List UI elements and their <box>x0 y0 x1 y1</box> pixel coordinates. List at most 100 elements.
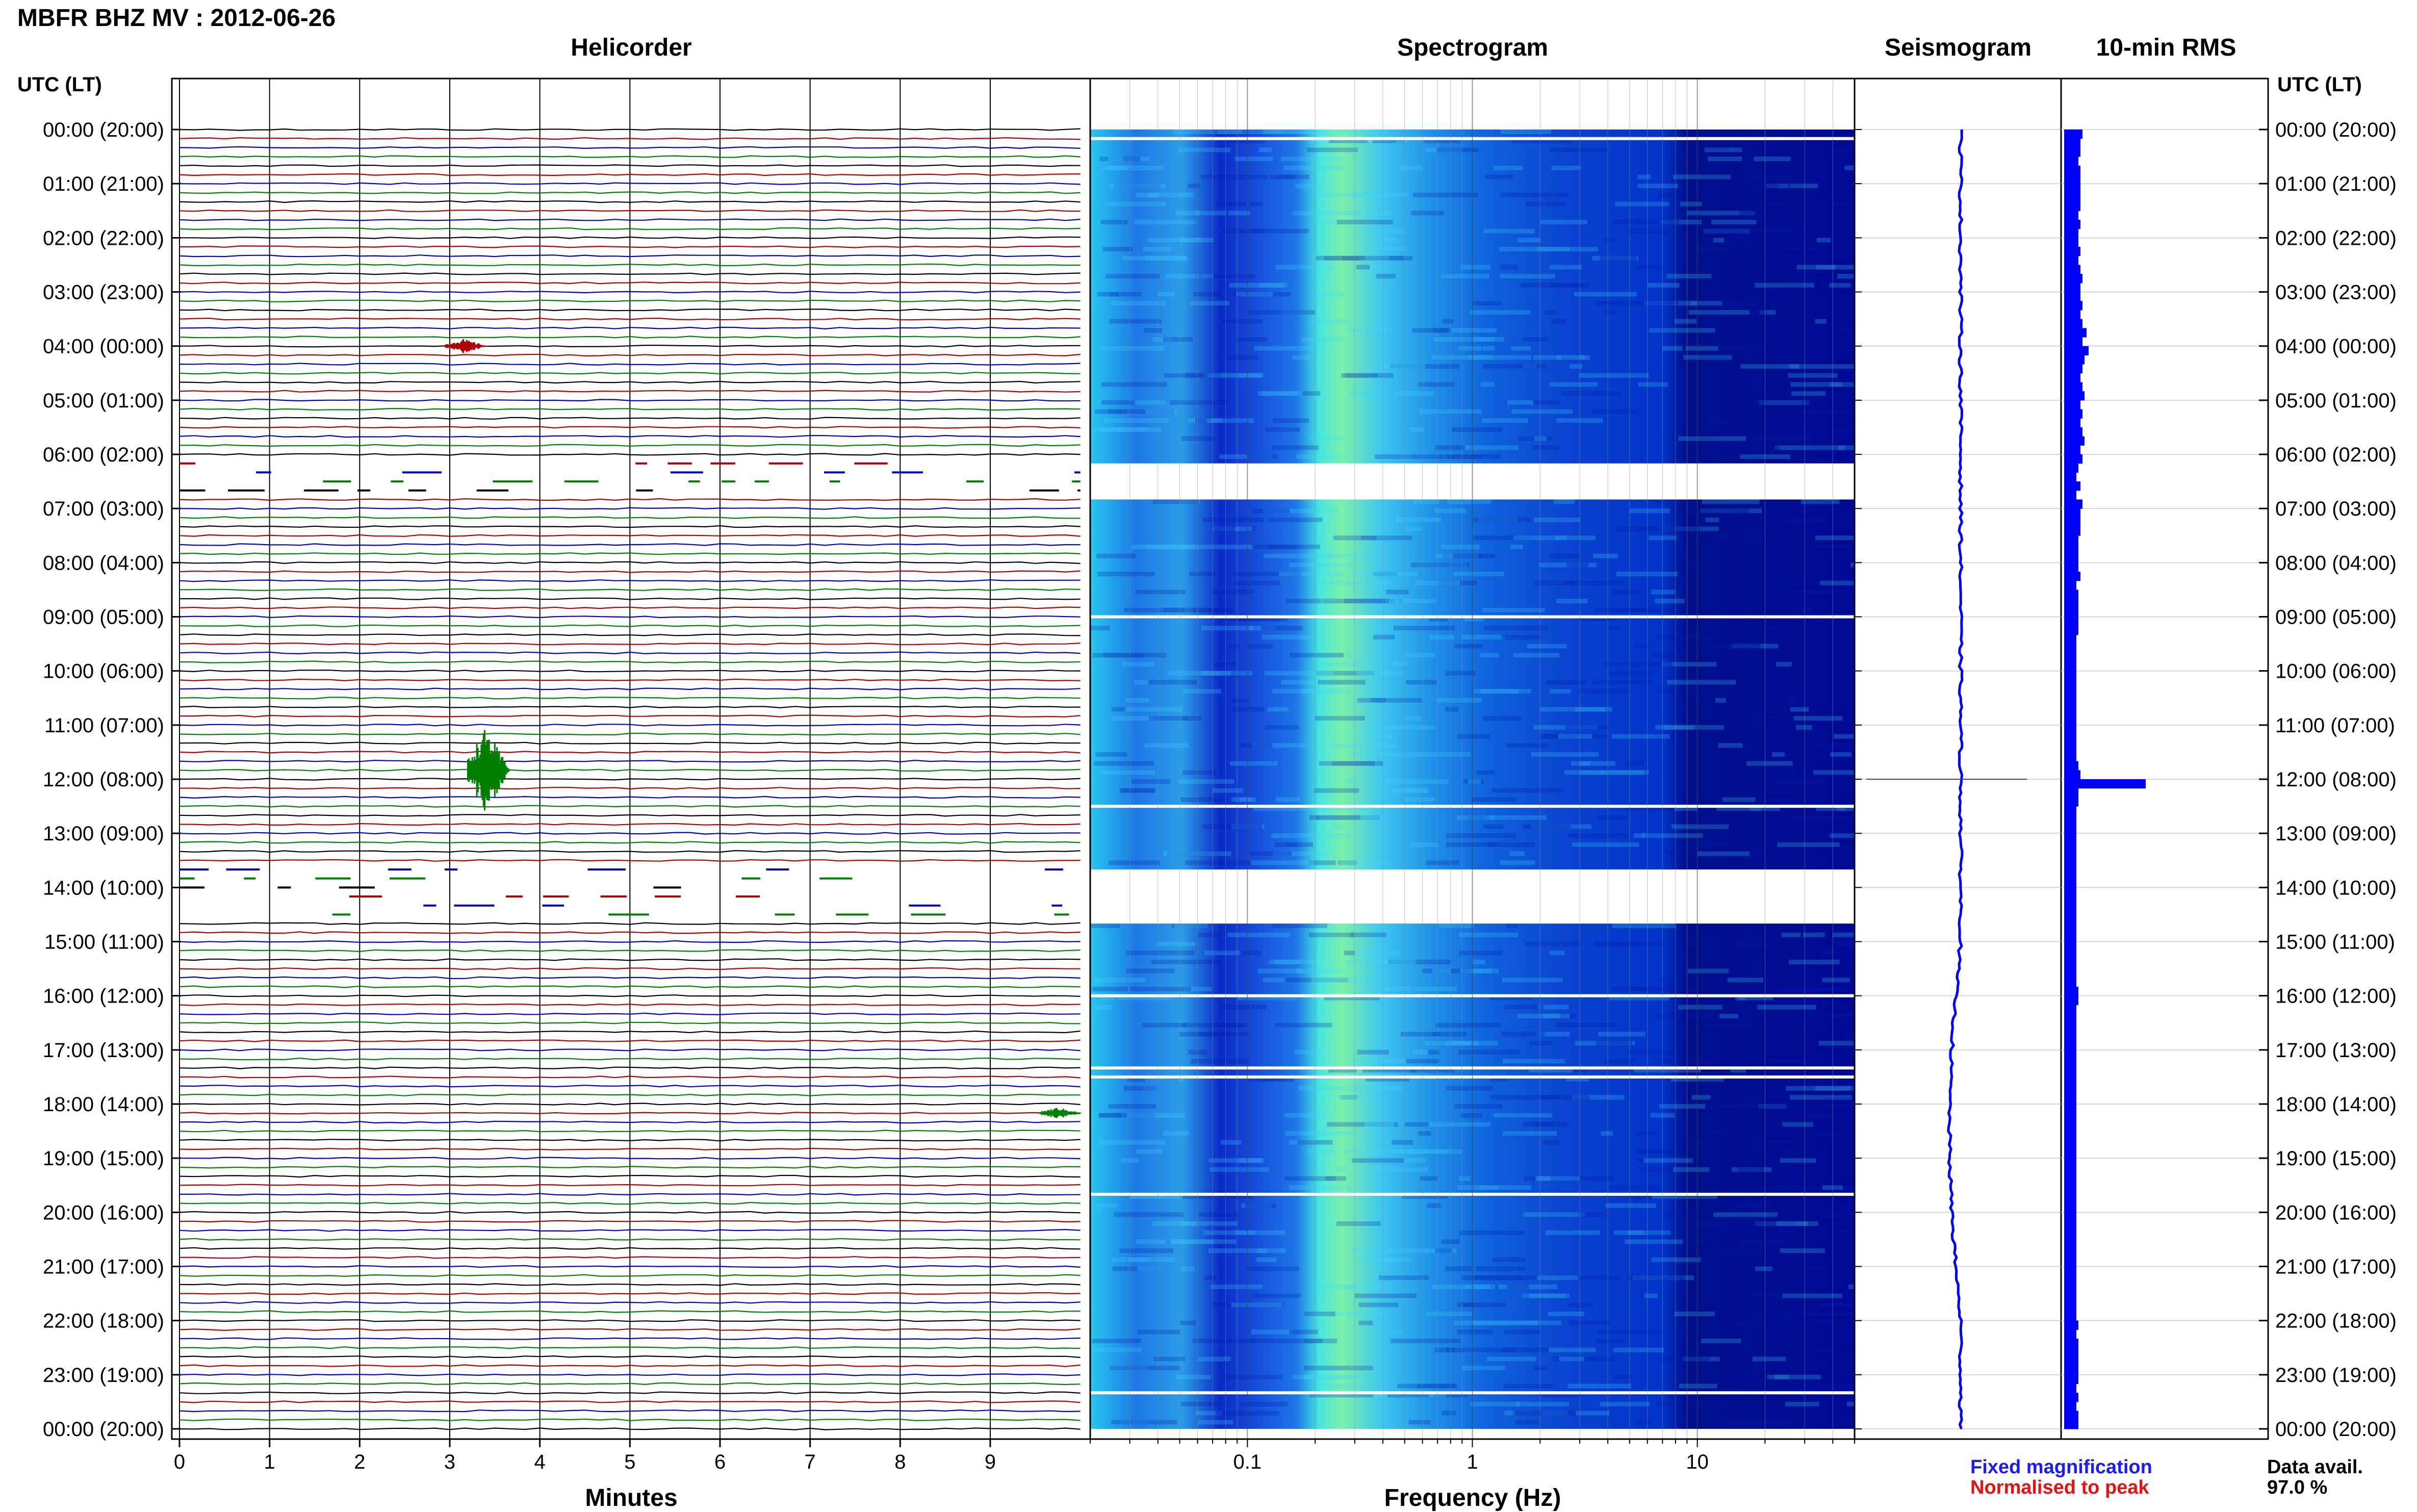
spectrogram-speckle <box>1677 1140 1711 1145</box>
spectrogram-speckle <box>1163 337 1193 342</box>
spectrogram-speckle <box>1251 508 1290 514</box>
spectrogram-speckle <box>1651 1257 1701 1262</box>
rms-bar <box>2064 634 2076 645</box>
helicorder-trace <box>179 805 1081 808</box>
spectrogram-speckle <box>1502 978 1563 983</box>
spectrogram-speckle <box>1422 698 1482 703</box>
spectrogram-speckle <box>1404 797 1435 802</box>
helicorder-trace <box>179 1373 1081 1376</box>
spectrogram-speckle <box>1713 1212 1778 1217</box>
spectrogram-speckle <box>1706 138 1769 143</box>
spectrogram-speckle <box>1457 1329 1493 1335</box>
spectrogram-speckle <box>1534 580 1575 585</box>
spectrogram-speckle <box>1412 1049 1428 1055</box>
spectrogram-speckle <box>1740 364 1799 369</box>
spectrogram-speckle <box>1197 932 1221 937</box>
spectrogram-speckle <box>1550 147 1608 152</box>
spectrogram-speckle <box>1171 1239 1237 1244</box>
spectrogram-speckle <box>1101 995 1115 1001</box>
spectrogram-speckle <box>1687 211 1755 216</box>
spectrogram-speckle <box>1135 590 1186 595</box>
spectrogram-speckle <box>1628 228 1669 234</box>
spectrogram-speckle <box>1232 707 1264 712</box>
spectrogram-speckle <box>1114 184 1161 189</box>
rms-bar <box>2064 1113 2076 1122</box>
spectrogram-speckle <box>1723 1104 1741 1109</box>
spectrogram-speckle <box>1459 1176 1470 1181</box>
spectrogram-speckle <box>1752 1356 1786 1362</box>
spectrogram-speckle <box>1182 770 1217 775</box>
spectrogram-speckle <box>1703 228 1751 234</box>
spectrogram-speckle <box>1340 860 1390 865</box>
spectrogram-speckle <box>1103 418 1169 423</box>
spectrogram-speckle <box>1659 1356 1710 1362</box>
spectrogram-speckle <box>1147 544 1186 549</box>
helicorder-trace <box>179 1093 1081 1096</box>
spectrogram-speckle <box>1426 1311 1473 1316</box>
spectrogram-speckle <box>1393 661 1407 667</box>
rms-bar <box>2064 661 2076 672</box>
spectrogram-speckle <box>1316 1284 1355 1289</box>
rms-bar <box>2064 860 2076 870</box>
spectrogram-speckle <box>1156 941 1196 946</box>
spectrogram-speckle <box>1212 590 1254 595</box>
spectrogram-speckle <box>1776 779 1828 784</box>
spectrogram-speckle <box>1831 427 1855 432</box>
spectrogram-speckle <box>1796 265 1836 270</box>
spectrogram-speckle <box>1663 1212 1707 1217</box>
spectrogram-speckle <box>1301 689 1350 694</box>
minutes-axis-title: Minutes <box>585 1484 678 1511</box>
spectrogram-speckle <box>1511 409 1573 414</box>
spectrogram-speckle <box>1235 337 1268 342</box>
spectrogram-speckle <box>1404 653 1435 658</box>
spectrogram-speckle <box>1135 400 1170 405</box>
spectrogram-speckle <box>1425 1041 1478 1046</box>
spectrogram-speckle <box>1655 725 1694 730</box>
time-label-right: 21:00 (17:00) <box>2275 1256 2397 1278</box>
spectrogram-speckle <box>1211 418 1223 423</box>
spectrogram-speckle <box>1398 454 1412 459</box>
spectrogram-speckle <box>1772 752 1785 757</box>
rms-bar <box>2064 1401 2076 1412</box>
helicorder-trace <box>179 850 1081 853</box>
spectrogram-speckle <box>1801 1311 1855 1316</box>
spectrogram-speckle <box>1791 815 1855 820</box>
spectrogram-speckle <box>1110 301 1166 306</box>
spectrogram-speckle <box>1744 174 1793 180</box>
spectrogram-speckle <box>1633 833 1645 838</box>
helicorder-trace <box>179 1418 1081 1422</box>
helicorder-trace <box>179 173 1081 176</box>
spectrogram-speckle <box>1304 1374 1341 1379</box>
spectrogram-speckle <box>1815 535 1855 541</box>
spectrogram-speckle <box>1755 445 1780 450</box>
spectrogram-speckle <box>1818 1212 1855 1217</box>
spectrogram-speckle <box>1378 752 1401 757</box>
spectrogram-speckle <box>1613 219 1679 224</box>
spectrogram-speckle <box>1272 924 1328 929</box>
spectrogram-speckle <box>1537 1005 1569 1010</box>
spectrogram-speckle <box>1445 707 1458 712</box>
spectrogram-speckle <box>1782 1122 1813 1127</box>
time-label-right: 06:00 (02:00) <box>2275 444 2397 466</box>
spectrogram-speckle <box>1436 147 1479 152</box>
spectrogram-speckle <box>1537 1176 1580 1181</box>
spectrogram-speckle <box>1227 355 1259 360</box>
spectrogram-speckle <box>1538 562 1597 568</box>
helicorder-trace <box>179 390 1081 393</box>
spectrogram-speckle <box>1540 219 1587 224</box>
time-label-right: 11:00 (07:00) <box>2275 714 2395 737</box>
helicorder-trace <box>179 434 1081 438</box>
spectrogram-speckle <box>1369 725 1436 730</box>
helicorder-title: Helicorder <box>571 34 692 61</box>
spectrogram-speckle <box>1360 391 1376 396</box>
spectrogram-speckle <box>1500 265 1519 270</box>
spectrogram-speckle <box>1829 1014 1855 1019</box>
spectrogram-speckle <box>1272 445 1319 450</box>
spectrogram-speckle <box>1119 1248 1173 1253</box>
spectrogram-speckle <box>1198 1212 1238 1217</box>
spectrogram-speckle <box>1213 1302 1284 1308</box>
spectrogram-speckle <box>1683 1356 1720 1362</box>
spectrogram-speckle <box>1092 427 1162 432</box>
spectrogram-speckle <box>1116 427 1148 432</box>
spectrogram-speckle <box>1251 228 1309 234</box>
